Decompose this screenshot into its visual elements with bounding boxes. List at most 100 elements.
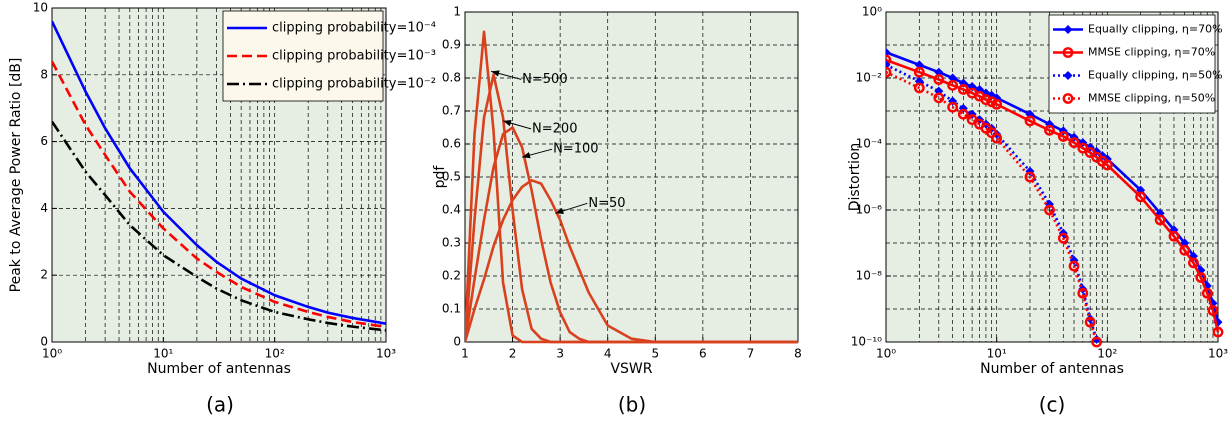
x-tick-label: 3: [556, 347, 564, 361]
marker: [886, 47, 891, 57]
series-line: [52, 20, 387, 325]
legend-label: MMSE clipping, η=70%: [1088, 46, 1215, 59]
y-tick-label: 0.3: [442, 236, 461, 250]
x-tick-label: 10²: [1097, 347, 1117, 361]
legend-label: clipping probability=10⁻⁴: [272, 21, 436, 36]
marker: [914, 60, 924, 70]
marker: [1077, 287, 1089, 299]
y-tick-label: 0.5: [442, 170, 461, 184]
annotation-arrow: [555, 202, 588, 214]
marker: [933, 74, 945, 85]
plot-frame: [885, 11, 1219, 343]
marker: [1024, 171, 1036, 183]
marker: [1154, 214, 1166, 226]
marker: [1207, 305, 1219, 316]
marker: [991, 98, 1003, 110]
y-axis-label: Distortion: [847, 143, 863, 212]
y-tick-label: 0.7: [442, 104, 461, 118]
marker: [1168, 230, 1180, 242]
legend-label: Equally clipping, η=70%: [1088, 23, 1223, 36]
y-tick-label: 10: [33, 1, 48, 15]
y-tick-label: 10⁻²: [856, 71, 883, 85]
marker: [991, 132, 1003, 144]
y-axis-label: pdf: [432, 165, 448, 189]
marker: [1068, 260, 1080, 272]
marker: [1077, 142, 1089, 154]
annotation: N=50: [588, 196, 625, 211]
y-tick-label: 4: [40, 201, 48, 215]
series-group: [886, 47, 1224, 348]
marker: [1044, 124, 1055, 136]
y-tick-label: 10⁻⁴: [856, 137, 883, 151]
marker: [1063, 25, 1073, 34]
y-tick-label: 1: [453, 5, 461, 19]
caption: (c): [1039, 393, 1066, 417]
marker: [1062, 93, 1074, 104]
y-tick-label: 10⁻⁶: [856, 203, 883, 217]
x-tick-label: 10¹: [153, 347, 173, 361]
legend-label: MMSE clipping, η=50%: [1088, 92, 1215, 105]
marker: [1063, 71, 1073, 80]
y-tick-label: 0.8: [442, 71, 461, 85]
y-tick-label: 8: [40, 67, 48, 81]
x-tick-label: 6: [699, 347, 707, 361]
marker: [1212, 326, 1224, 338]
marker: [886, 54, 892, 66]
marker: [934, 67, 944, 77]
y-tick-label: 0.9: [442, 38, 461, 52]
y-tick-label: 10⁻¹⁰: [851, 335, 882, 349]
marker: [1057, 232, 1069, 244]
x-tick-label: 10⁰: [42, 347, 62, 361]
marker: [948, 73, 958, 83]
marker: [1101, 159, 1113, 171]
marker: [913, 82, 925, 94]
marker: [1044, 204, 1055, 216]
y-tick-label: 10⁰: [862, 5, 882, 19]
y-axis-label: Peak to Average Power Ratio [dB]: [8, 58, 24, 293]
marker: [913, 66, 925, 78]
marker: [1057, 130, 1069, 142]
marker: [947, 101, 959, 113]
marker: [886, 66, 892, 78]
series-group: [52, 20, 387, 332]
x-tick-label: 1: [461, 347, 469, 361]
series-line: [52, 120, 387, 332]
series-group: [465, 30, 798, 344]
annotation: N=500: [522, 72, 567, 87]
y-tick-label: 6: [40, 134, 48, 148]
x-axis-label: VSWR: [610, 361, 652, 377]
annotation-arrow: [502, 120, 532, 130]
y-tick-label: 0: [453, 335, 461, 349]
x-tick-label: 10²: [265, 347, 285, 361]
y-tick-label: 2: [40, 268, 48, 282]
x-tick-label: 7: [747, 347, 755, 361]
annotation-arrow: [491, 70, 522, 80]
series-line: [52, 60, 387, 329]
x-tick-label: 8: [794, 347, 802, 361]
y-tick-label: 0.1: [442, 302, 461, 316]
marker: [947, 79, 959, 91]
series-line: [465, 179, 798, 344]
x-tick-label: 10³: [376, 347, 396, 361]
marker: [1195, 272, 1207, 283]
y-tick-label: 0.2: [442, 269, 461, 283]
x-tick-label: 10³: [1208, 347, 1228, 361]
marker: [1068, 137, 1080, 149]
x-tick-label: 4: [604, 347, 612, 361]
plot-frame: [51, 7, 387, 343]
marker: [1201, 287, 1213, 299]
marker: [1188, 257, 1199, 269]
y-tick-label: 10⁻⁸: [856, 269, 883, 283]
x-tick-label: 10⁰: [876, 347, 896, 361]
marker: [966, 114, 978, 125]
marker: [1091, 336, 1103, 348]
legend-label: clipping probability=10⁻³: [272, 49, 436, 64]
x-tick-label: 5: [651, 347, 659, 361]
x-axis-label: Number of antennas: [980, 361, 1124, 377]
annotation: N=200: [532, 121, 577, 136]
marker: [1135, 191, 1147, 203]
legend-label: Equally clipping, η=50%: [1088, 69, 1223, 82]
legend-box: [1048, 14, 1216, 114]
